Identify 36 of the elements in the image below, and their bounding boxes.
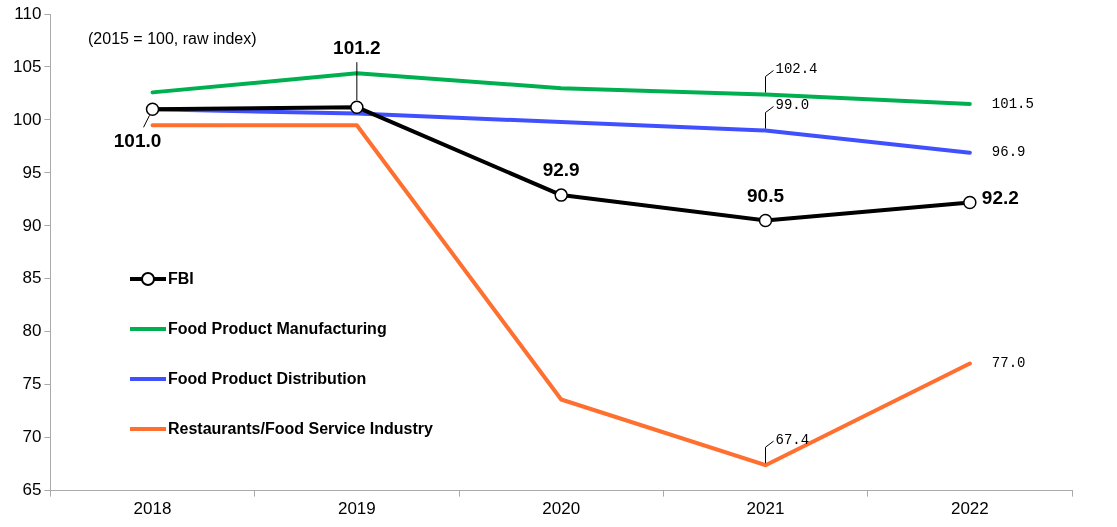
point (350, 100, 364, 114)
y-tick-label: 75 (22, 374, 42, 394)
legend-label: Food Product Distribution (168, 370, 367, 388)
x-tick-label: 2021 (746, 499, 785, 519)
data-label: 102.4 (775, 61, 818, 78)
data-label: 90.5 (747, 184, 785, 206)
y-tick-label: 105 (12, 56, 42, 76)
y-tick-label: 90 (22, 215, 42, 235)
point (758, 213, 773, 228)
data-label: 101.2 (333, 37, 381, 59)
point (554, 188, 568, 202)
data-label: 77.0 (991, 355, 1026, 372)
data-label: 99.0 (775, 97, 810, 114)
point (145, 102, 160, 117)
data-label: 92.9 (542, 159, 580, 181)
data-label: 67.4 (775, 431, 810, 448)
x-tick-label: 2019 (337, 499, 376, 519)
x-tick-label: 2022 (950, 499, 989, 519)
y-tick-label: 80 (22, 321, 42, 341)
data-label: 101.5 (991, 95, 1034, 112)
y-tick-label: 100 (12, 109, 42, 129)
point (963, 195, 977, 210)
data-label: 101.0 (113, 129, 162, 151)
data-label: 96.9 (991, 144, 1026, 161)
data-label: 92.2 (981, 186, 1019, 208)
legend-label: FBI (168, 270, 194, 288)
annotation: (2015 = 100, raw index) (88, 30, 257, 48)
y-tick-label: 85 (22, 268, 42, 288)
y-tick-label: 65 (22, 480, 42, 500)
x-tick-label: 2018 (133, 499, 172, 519)
legend-label: Food Product Manufacturing (168, 320, 387, 338)
legend-label: Restaurants/Food Service Industry (168, 420, 433, 438)
y-tick-label: 95 (22, 162, 42, 182)
x-tick-label: 2020 (542, 499, 581, 519)
y-tick-label: 110 (14, 3, 42, 23)
y-tick-label: 70 (22, 427, 42, 447)
